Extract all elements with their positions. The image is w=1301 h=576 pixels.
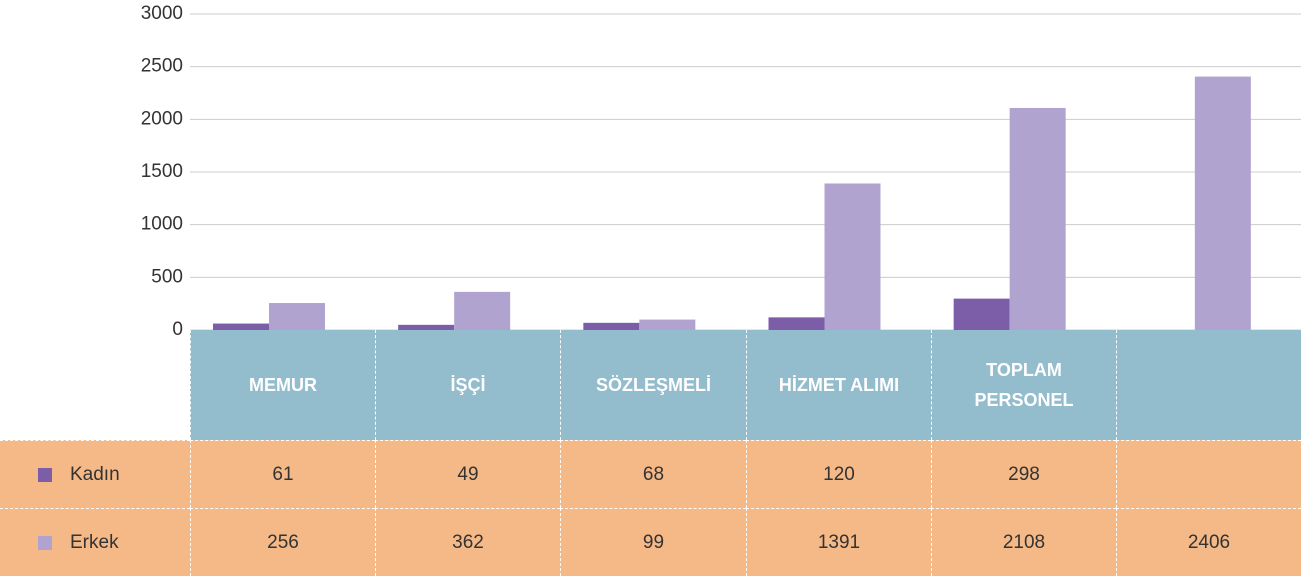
data-label: 61 [190,440,375,508]
data-label: 298 [931,440,1116,508]
y-tick-label: 500 [151,266,183,287]
bar [454,291,511,330]
data-label: 68 [560,440,746,508]
data-label: 256 [190,508,375,576]
bar [583,322,640,330]
y-tick-label: 1500 [141,161,183,182]
y-tick-label: 1000 [141,214,183,235]
bar [269,303,325,330]
legend-swatch [38,467,52,482]
legend-swatch [38,535,52,550]
legend-label: Erkek [70,531,119,553]
data-label: 1391 [746,508,931,576]
data-label: 2108 [931,508,1116,576]
bar [639,319,696,330]
y-tick-label: 0 [172,319,183,340]
category-header [1116,330,1301,440]
category-header: TOPLAM PERSONEL [931,330,1116,440]
category-header: İŞÇİ [375,330,560,440]
data-label: 99 [560,508,746,576]
category-header: MEMUR [190,330,375,440]
bar [213,323,269,330]
y-tick-label: 3000 [141,3,183,24]
bar [768,317,825,330]
data-label [1116,440,1301,508]
legend-entry: Kadın [0,440,190,508]
bar [824,183,881,330]
y-tick-label: 2500 [141,56,183,77]
legend-label: Kadın [70,463,120,485]
data-label: 49 [375,440,560,508]
data-label: 362 [375,508,560,576]
bar [1194,76,1251,331]
bar [398,324,455,330]
category-header: HİZMET ALIMI [746,330,931,440]
bar [1009,107,1066,330]
category-header: SÖZLEŞMELİ [560,330,746,440]
data-label: 120 [746,440,931,508]
data-label: 2406 [1116,508,1301,576]
legend-entry: Erkek [0,508,190,576]
y-tick-label: 2000 [141,108,183,129]
bar [953,298,1010,330]
